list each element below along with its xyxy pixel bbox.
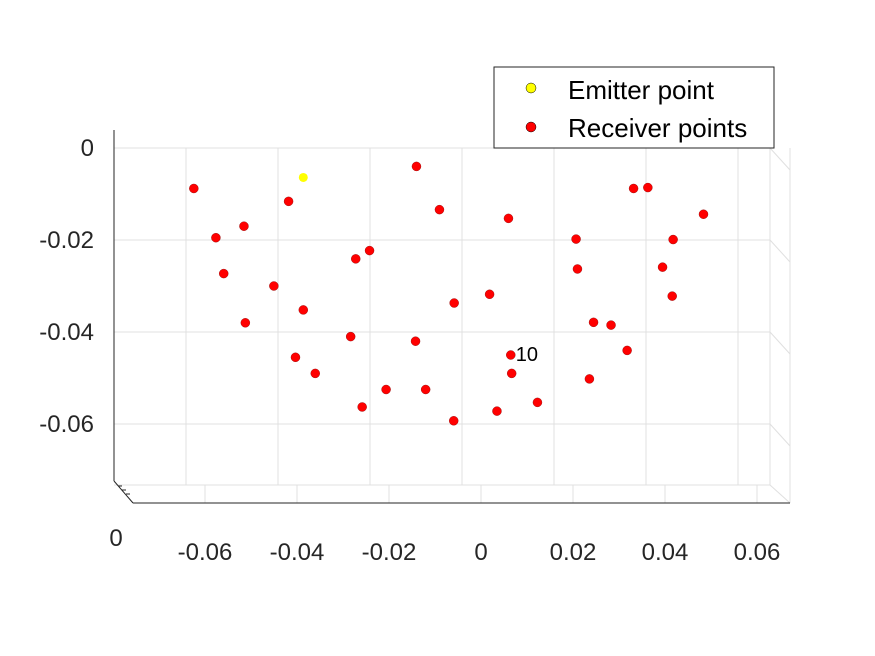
x-tick-label-3: 0	[474, 539, 487, 566]
receiver-point-32	[622, 345, 632, 356]
receiver-point-13	[357, 402, 367, 412]
z-tick-label-3: -0.06	[39, 411, 94, 438]
x-tick-label-5: 0.04	[642, 539, 689, 566]
legend-marker-receiver	[525, 121, 537, 133]
receiver-point-31	[606, 320, 616, 330]
data-points: 10	[189, 161, 709, 426]
grid-floor-right-edge	[769, 484, 791, 504]
receiver-point-0	[189, 183, 199, 194]
receiver-point-23	[503, 213, 514, 224]
receiver-point-22	[492, 406, 502, 416]
receiver-point-36	[668, 234, 678, 245]
receiver-point-25	[506, 368, 517, 379]
grid	[114, 147, 791, 504]
receiver-point-6	[283, 196, 294, 207]
receiver-point-1	[211, 232, 221, 243]
legend-label-emitter: Emitter point	[568, 75, 715, 105]
receiver-point-18	[434, 204, 445, 215]
x-tick-label-2: -0.02	[362, 539, 417, 566]
x-tick-labels: -0.06 -0.04 -0.02 0 0.02 0.04 0.06	[178, 539, 781, 566]
grid-line-zside-2	[769, 331, 791, 355]
receiver-point-16	[410, 336, 421, 346]
receiver-point-27	[571, 234, 581, 244]
receiver-point-35	[657, 262, 668, 272]
receiver-point-15	[411, 161, 422, 172]
receiver-point-33	[628, 183, 639, 194]
receiver-point-29	[584, 374, 595, 384]
x-tick-label-1: -0.04	[270, 539, 325, 566]
z-tick-label-0: 0	[81, 135, 94, 162]
receiver-point-12	[364, 245, 375, 256]
receiver-point-5	[269, 281, 279, 291]
legend: Emitter point Receiver points	[493, 66, 775, 149]
receiver-point-4	[239, 221, 249, 231]
receiver-point-3	[240, 318, 251, 328]
grid-line-zside-0	[769, 147, 791, 171]
receiver-point-37	[667, 291, 677, 301]
y-axis-tick-label: 0	[109, 525, 122, 552]
legend-label-receiver: Receiver points	[568, 113, 747, 143]
receiver-point-26	[532, 397, 543, 408]
axis-frame	[113, 130, 790, 504]
receiver-point-38	[698, 209, 709, 219]
receiver-point-21	[484, 289, 495, 299]
emitter-point-0	[298, 172, 308, 182]
receiver-point-34	[643, 182, 653, 193]
z-tick-labels: 0 -0.02 -0.04 -0.06	[39, 135, 94, 438]
z-tick-label-2: -0.04	[39, 319, 94, 346]
grid-line-zside-1	[769, 239, 791, 263]
x-tick-label-6: 0.06	[734, 539, 781, 566]
z-tick-label-1: -0.02	[39, 227, 94, 254]
legend-box	[493, 66, 775, 149]
point-label-10: 10	[516, 344, 538, 366]
receiver-point-17	[420, 384, 431, 395]
receiver-point-14	[381, 384, 391, 395]
x-tick-label-0: -0.06	[178, 539, 233, 566]
receiver-point-28	[572, 264, 583, 274]
receiver-point-24	[506, 350, 516, 360]
receiver-point-11	[351, 254, 361, 264]
legend-marker-emitter	[525, 82, 537, 94]
receiver-point-8	[290, 352, 301, 362]
receiver-point-10	[345, 331, 356, 342]
receiver-point-19	[449, 298, 459, 308]
receiver-point-30	[588, 317, 599, 328]
receiver-point-20	[449, 416, 459, 426]
receiver-point-2	[219, 268, 229, 279]
receiver-point-9	[310, 368, 320, 379]
grid-line-zside-3	[769, 423, 791, 447]
receiver-point-7	[298, 305, 308, 315]
x-tick-label-4: 0.02	[550, 539, 597, 566]
depth-axis-line	[113, 480, 134, 504]
